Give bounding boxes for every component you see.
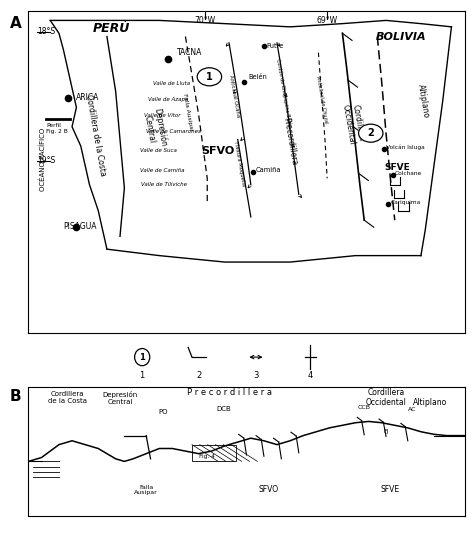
- Text: Cordillera
de la Costa: Cordillera de la Costa: [48, 390, 87, 403]
- Text: Cordón de Chapiquina-Belén: Cordón de Chapiquina-Belén: [275, 58, 293, 128]
- Text: Cariquima: Cariquima: [391, 200, 421, 205]
- Text: Cordillera
Occidental: Cordillera Occidental: [365, 388, 407, 408]
- Text: 3: 3: [253, 371, 259, 380]
- Text: Anticlinal de Chuzal: Anticlinal de Chuzal: [315, 75, 328, 124]
- Text: Volcán Isluga: Volcán Isluga: [386, 145, 425, 150]
- Text: 1: 1: [206, 72, 213, 82]
- Text: SFVO: SFVO: [201, 146, 235, 156]
- Text: ARICA: ARICA: [76, 93, 100, 102]
- Circle shape: [135, 349, 150, 366]
- Text: Altiplano: Altiplano: [413, 398, 447, 407]
- Text: Cordillera de la Costa: Cordillera de la Costa: [84, 93, 108, 176]
- Text: Falla
Ausipar: Falla Ausipar: [134, 484, 158, 496]
- Text: Anticlinal Ocaña: Anticlinal Ocaña: [228, 75, 241, 118]
- Text: AC: AC: [408, 408, 417, 412]
- Text: Valle de Lluta: Valle de Lluta: [153, 81, 190, 86]
- Text: 18°S: 18°S: [37, 27, 55, 36]
- Text: DCB: DCB: [216, 407, 231, 412]
- Text: Belén: Belén: [249, 74, 267, 80]
- Text: Precordillera: Precordillera: [282, 117, 299, 166]
- Text: PO: PO: [159, 409, 168, 415]
- Text: 1: 1: [139, 371, 145, 380]
- Text: TACNA: TACNA: [177, 48, 202, 57]
- Text: 2: 2: [367, 128, 374, 138]
- Text: Valle de Tiliviche: Valle de Tiliviche: [141, 182, 187, 187]
- Text: 19°S: 19°S: [37, 156, 55, 165]
- Text: SFVO: SFVO: [258, 484, 278, 494]
- Text: FJ: FJ: [383, 429, 389, 434]
- Text: 1: 1: [139, 353, 145, 361]
- Text: Flexura Moquella: Flexura Moquella: [233, 141, 246, 186]
- Text: SFVE: SFVE: [381, 484, 400, 494]
- Text: PERÚ: PERÚ: [92, 21, 130, 35]
- Text: P r e c o r d i l l e r a: P r e c o r d i l l e r a: [187, 388, 272, 397]
- Text: Depresión
Central: Depresión Central: [142, 107, 168, 149]
- Text: BOLIVIA: BOLIVIA: [376, 32, 427, 42]
- Text: 4: 4: [308, 371, 313, 380]
- Text: Valle de Camiña: Valle de Camiña: [140, 168, 184, 173]
- Bar: [192, 445, 236, 461]
- Text: Altiplano: Altiplano: [416, 83, 430, 119]
- Text: Cordillera
Occidental: Cordillera Occidental: [340, 101, 366, 146]
- Circle shape: [358, 124, 383, 142]
- Text: CCB: CCB: [358, 405, 371, 410]
- Text: 70°W: 70°W: [194, 16, 216, 25]
- Text: 2: 2: [196, 371, 202, 380]
- Text: Colchane: Colchane: [395, 171, 422, 176]
- Text: Putre: Putre: [266, 43, 283, 49]
- Text: Falla Ausipar: Falla Ausipar: [182, 93, 193, 132]
- Text: Valle de Suca: Valle de Suca: [140, 148, 176, 154]
- Text: OCÉANO PACÍFICO: OCÉANO PACÍFICO: [40, 127, 46, 191]
- Text: Depresión
Central: Depresión Central: [102, 390, 137, 404]
- Text: Perfil
Fig. 2 B: Perfil Fig. 2 B: [46, 123, 68, 134]
- Text: Fig. 4: Fig. 4: [199, 454, 215, 459]
- Text: Valle de Azapa: Valle de Azapa: [148, 97, 189, 102]
- Text: Camiña: Camiña: [255, 167, 281, 173]
- Text: A: A: [9, 16, 21, 31]
- Text: SFVE: SFVE: [384, 163, 410, 171]
- Text: Valle de Vitor: Valle de Vitor: [144, 113, 181, 118]
- Circle shape: [197, 68, 222, 86]
- Text: B: B: [9, 389, 21, 404]
- Text: PISAGUA: PISAGUA: [64, 222, 97, 231]
- Text: Valle de Camarones: Valle de Camarones: [146, 129, 201, 134]
- Text: 69°W: 69°W: [317, 16, 337, 25]
